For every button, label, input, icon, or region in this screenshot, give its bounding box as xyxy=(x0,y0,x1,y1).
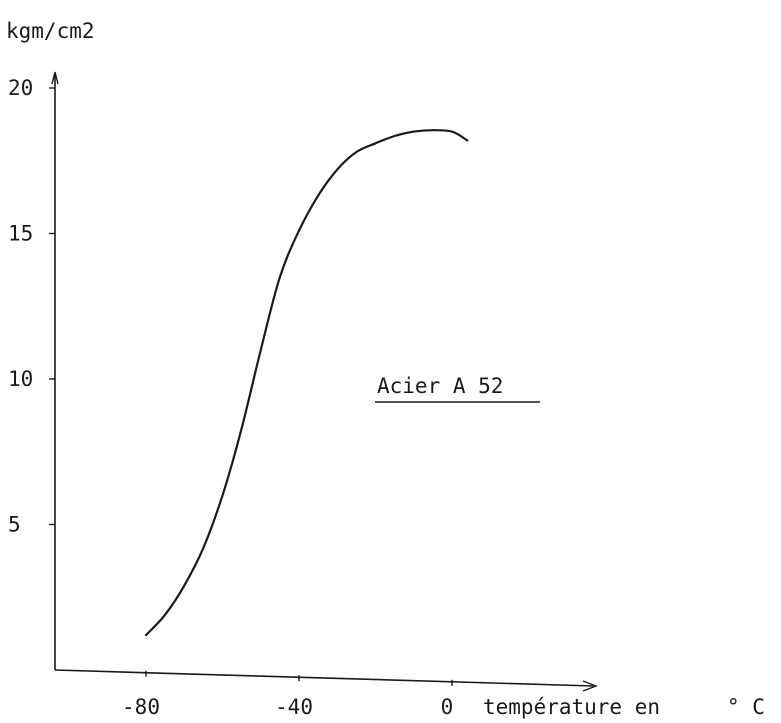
data-point xyxy=(164,613,167,616)
x-axis-unit: ° C xyxy=(727,695,765,719)
data-point xyxy=(451,130,453,133)
data-point xyxy=(317,194,320,197)
chart-axes xyxy=(51,71,598,692)
data-point xyxy=(431,129,434,132)
data-point xyxy=(355,151,358,153)
y-tick-label: 15 xyxy=(8,222,33,246)
chart-ticks: 5 10 15 20 -80 -40 0 xyxy=(8,76,453,719)
data-point xyxy=(202,546,205,549)
x-tick-label: -40 xyxy=(275,695,313,719)
data-point xyxy=(183,584,186,587)
x-tick-label: 0 xyxy=(441,695,454,719)
data-point xyxy=(145,634,147,636)
data-point xyxy=(393,135,396,137)
y-tick-label: 5 xyxy=(8,513,21,537)
data-point xyxy=(336,168,339,171)
data-point xyxy=(259,349,262,351)
data-point xyxy=(298,229,300,232)
data-point xyxy=(374,142,377,145)
data-point xyxy=(278,276,281,279)
x-axis-line xyxy=(54,669,594,687)
chart-annotation: Acier A 52 xyxy=(377,374,503,398)
y-tick-label: 20 xyxy=(8,76,33,100)
data-point xyxy=(221,494,224,497)
x-axis-label: température en xyxy=(483,695,660,719)
data-point xyxy=(412,130,415,133)
x-axis-arrow xyxy=(582,680,598,692)
data-point xyxy=(466,139,469,142)
y-tick-label: 10 xyxy=(8,367,33,391)
y-axis-label: kgm/cm2 xyxy=(6,19,95,43)
chart-series xyxy=(144,129,469,637)
data-point xyxy=(240,427,243,430)
x-tick-label: -80 xyxy=(122,695,160,719)
y-axis-arrow xyxy=(51,71,59,85)
